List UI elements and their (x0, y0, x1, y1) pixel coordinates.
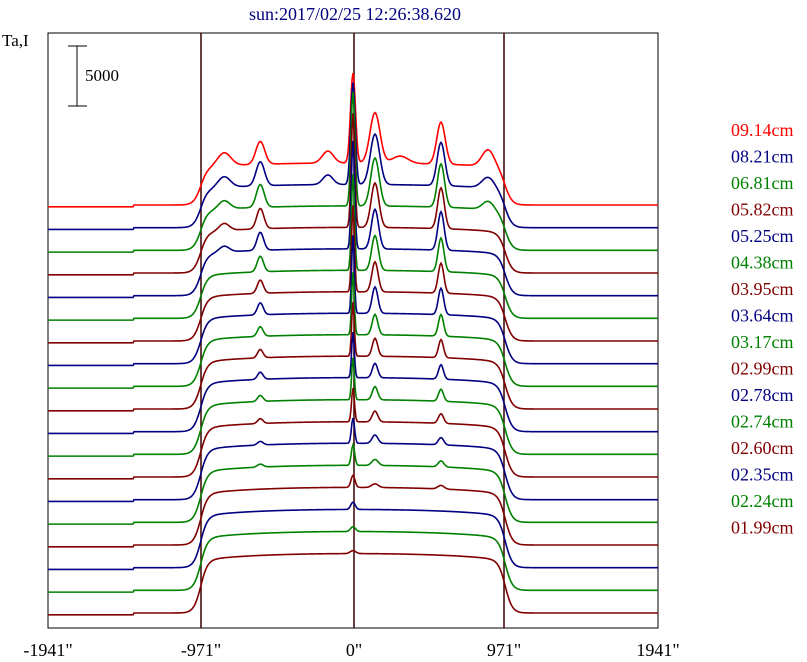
legend-entry: 02.35cm (731, 465, 794, 485)
plot-frame (47, 32, 659, 629)
series-line (48, 272, 658, 389)
legend-entry: 06.81cm (731, 173, 794, 193)
legend-entry: 02.24cm (731, 491, 794, 511)
series-line (48, 501, 658, 571)
series-line (48, 357, 658, 457)
legend: 09.14cm 08.21cm 06.81cm 05.82cm 05.25cm 04.38… (731, 120, 794, 538)
spectra-series (48, 72, 658, 616)
chart-title: sun:2017/02/25 12:26:38.620 (249, 4, 461, 24)
legend-entry: 08.21cm (731, 147, 794, 167)
legend-entry: 05.82cm (731, 200, 794, 220)
y-axis-label: Ta,I (2, 31, 29, 50)
legend-entry: 03.64cm (731, 306, 794, 326)
x-tick-label: 1941" (636, 640, 679, 660)
series-line (48, 72, 658, 208)
legend-entry: 02.99cm (731, 359, 794, 379)
series-line (48, 205, 658, 344)
series-line (48, 417, 658, 503)
scale-bar-label: 5000 (85, 66, 119, 85)
legend-entry: 02.60cm (731, 438, 794, 458)
legend-entry: 02.74cm (731, 412, 794, 432)
series-line (48, 91, 658, 253)
legend-entry: 02.78cm (731, 385, 794, 405)
series-line (48, 442, 658, 525)
legend-entry: 03.17cm (731, 332, 794, 352)
scale-bar: 5000 (68, 45, 119, 107)
x-tick-label: -971" (181, 640, 221, 660)
series-line (48, 174, 658, 321)
legend-entry: 03.95cm (731, 279, 794, 299)
legend-entry: 09.14cm (731, 120, 794, 140)
x-tick-labels: -1941" -971" 0" 971" 1941" (23, 640, 679, 660)
x-tick-label: 0" (346, 640, 362, 660)
legend-entry: 05.25cm (731, 226, 794, 246)
series-line (48, 140, 658, 299)
series-line (48, 474, 658, 548)
x-tick-label: 971" (487, 640, 521, 660)
series-line (48, 235, 658, 367)
legend-entry: 04.38cm (731, 253, 794, 273)
series-line (48, 113, 658, 276)
series-line (48, 82, 658, 231)
series-line (48, 525, 658, 593)
series-line (48, 549, 658, 616)
x-tick-label: -1941" (23, 640, 72, 660)
series-line (48, 331, 658, 435)
series-line (48, 388, 658, 480)
series-line (48, 302, 658, 412)
legend-entry: 01.99cm (731, 518, 794, 538)
